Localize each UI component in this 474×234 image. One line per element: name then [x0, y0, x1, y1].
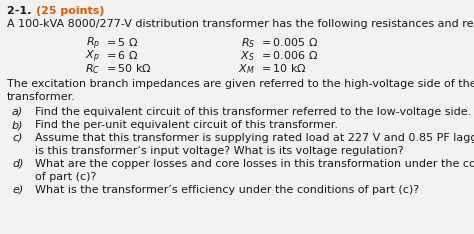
Text: $= 5\ \Omega$: $= 5\ \Omega$	[104, 36, 138, 48]
Text: $R_S$: $R_S$	[241, 36, 255, 50]
Text: $X_p$: $X_p$	[85, 49, 100, 65]
Text: Assume that this transformer is supplying rated load at 227 V and 0.85 PF laggin: Assume that this transformer is supplyin…	[35, 133, 474, 143]
Text: $R_C$: $R_C$	[85, 62, 100, 76]
Text: What are the copper losses and core losses in this transformation under the cond: What are the copper losses and core loss…	[35, 159, 474, 169]
Text: e): e)	[12, 185, 23, 195]
Text: (25 points): (25 points)	[36, 6, 104, 16]
Text: $X_M$: $X_M$	[238, 62, 255, 76]
Text: d): d)	[12, 159, 24, 169]
Text: $= 10\ \mathrm{k}\Omega$: $= 10\ \mathrm{k}\Omega$	[259, 62, 307, 74]
Text: What is the transformer’s efficiency under the conditions of part (c)?: What is the transformer’s efficiency und…	[35, 185, 419, 195]
Text: of part (c)?: of part (c)?	[35, 172, 96, 182]
Text: is this transformer’s input voltage? What is its voltage regulation?: is this transformer’s input voltage? Wha…	[35, 146, 404, 156]
Text: The excitation branch impedances are given referred to the high-voltage side of : The excitation branch impedances are giv…	[7, 79, 474, 89]
Text: $R_p$: $R_p$	[86, 36, 100, 52]
Text: $= 0.005\ \Omega$: $= 0.005\ \Omega$	[259, 36, 318, 48]
Text: transformer.: transformer.	[7, 92, 76, 102]
Text: Find the equivalent circuit of this transformer referred to the low-voltage side: Find the equivalent circuit of this tran…	[35, 107, 471, 117]
Text: Find the per-unit equivalent circuit of this transformer.: Find the per-unit equivalent circuit of …	[35, 120, 338, 130]
Text: $= 50\ \mathrm{k}\Omega$: $= 50\ \mathrm{k}\Omega$	[104, 62, 152, 74]
Text: A 100-kVA 8000/277-V distribution transformer has the following resistances and : A 100-kVA 8000/277-V distribution transf…	[7, 19, 474, 29]
Text: c): c)	[12, 133, 22, 143]
Text: 2-1.: 2-1.	[7, 6, 35, 16]
Text: a): a)	[12, 107, 23, 117]
Text: b): b)	[12, 120, 24, 130]
Text: $= 6\ \Omega$: $= 6\ \Omega$	[104, 49, 138, 61]
Text: $= 0.006\ \Omega$: $= 0.006\ \Omega$	[259, 49, 318, 61]
Text: $X_S$: $X_S$	[240, 49, 255, 63]
